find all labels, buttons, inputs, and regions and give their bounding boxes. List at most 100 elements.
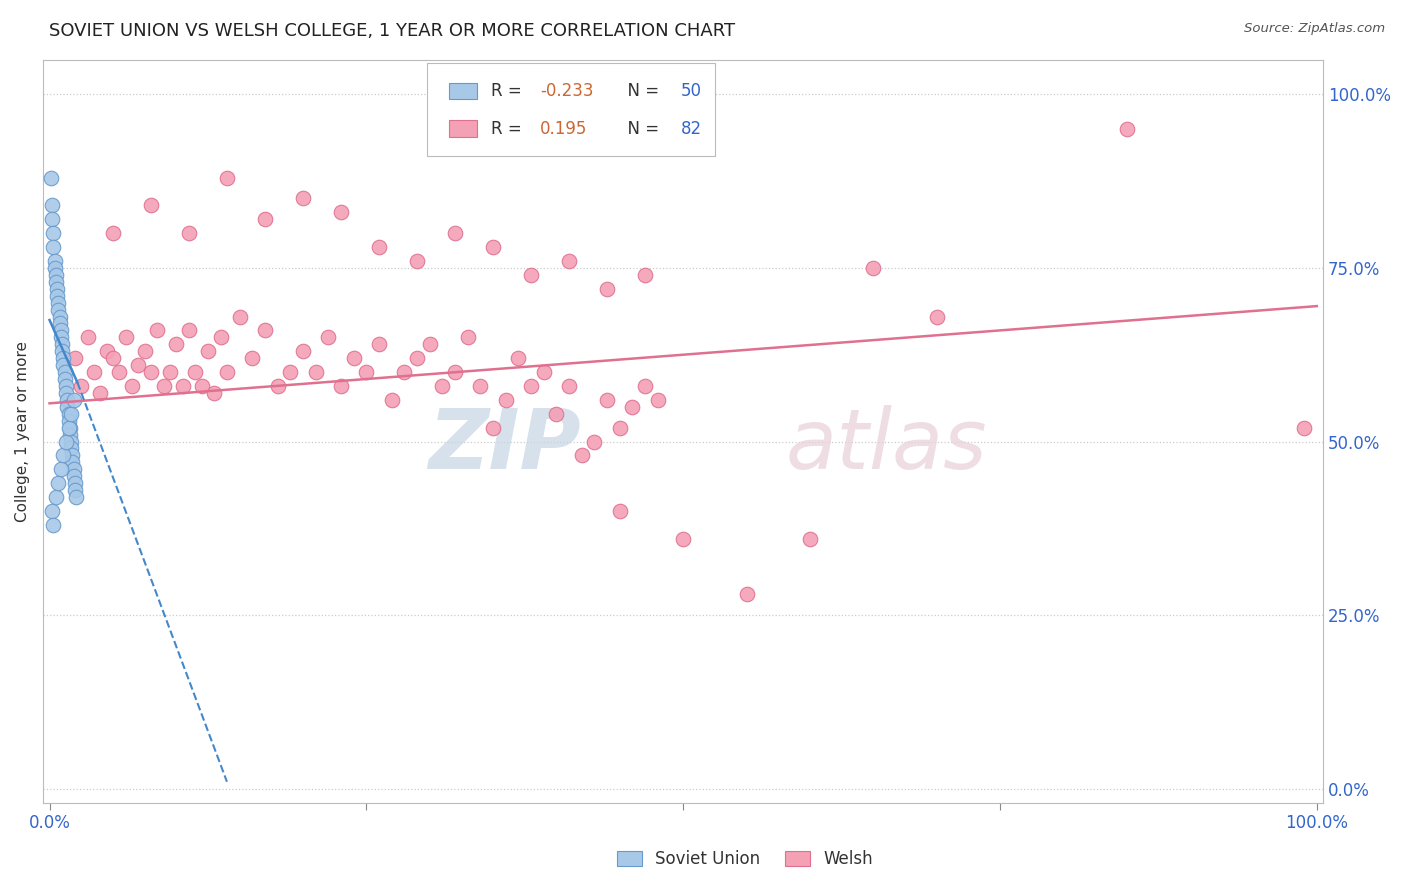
Point (48, 310, 70, 324)
Point (558, 254, 581, 268)
Point (41, 504, 63, 518)
Point (96, 344, 118, 359)
Point (240, 351, 263, 366)
Point (609, 420, 631, 434)
Point (394, 365, 416, 379)
Point (62, 392, 84, 407)
Point (59, 420, 82, 434)
Point (305, 365, 328, 379)
Point (58, 420, 80, 434)
Point (42, 226, 65, 240)
Point (60, 455, 83, 469)
Point (58, 414, 80, 428)
Point (44, 254, 66, 268)
Point (59, 427, 82, 442)
Point (1115, 122, 1137, 136)
Point (406, 351, 429, 366)
Point (253, 212, 276, 227)
Text: N =: N = (617, 120, 664, 137)
Point (177, 226, 200, 240)
Point (108, 365, 131, 379)
Point (51, 344, 73, 359)
Point (62, 462, 84, 476)
Point (925, 310, 948, 324)
Point (596, 282, 619, 296)
FancyBboxPatch shape (427, 63, 716, 156)
Point (139, 198, 162, 212)
Point (46, 288, 69, 302)
Point (406, 254, 429, 268)
Point (63, 351, 86, 366)
Point (48, 476, 70, 491)
Text: -0.233: -0.233 (540, 82, 593, 100)
Point (291, 344, 314, 359)
Point (197, 344, 219, 359)
Point (46, 282, 69, 296)
Point (318, 330, 340, 344)
Point (45, 490, 67, 504)
Point (520, 379, 543, 393)
Point (419, 337, 441, 351)
Point (101, 351, 124, 366)
Point (444, 365, 467, 379)
Point (508, 351, 530, 366)
Text: 50: 50 (681, 82, 702, 100)
Point (56, 400, 79, 414)
Text: R =: R = (491, 120, 533, 137)
Point (190, 379, 212, 393)
Point (253, 323, 276, 337)
Point (89, 385, 111, 400)
Point (343, 351, 366, 366)
Point (634, 268, 657, 282)
Point (76, 330, 98, 344)
Point (799, 532, 821, 546)
Point (172, 379, 194, 393)
Point (63, 476, 86, 491)
Point (546, 407, 568, 421)
Point (55, 379, 77, 393)
Text: R =: R = (491, 82, 527, 100)
Point (52, 351, 75, 366)
Point (482, 240, 505, 254)
Point (266, 379, 288, 393)
Point (381, 392, 404, 407)
Point (444, 226, 467, 240)
Point (278, 365, 301, 379)
Point (121, 379, 143, 393)
Point (45, 275, 67, 289)
Point (520, 268, 543, 282)
FancyBboxPatch shape (449, 83, 477, 99)
Point (647, 392, 669, 407)
Point (39, 170, 62, 185)
Point (368, 240, 391, 254)
Point (432, 379, 454, 393)
Point (596, 392, 619, 407)
Point (44, 260, 66, 275)
Point (215, 365, 238, 379)
Point (470, 379, 492, 393)
Point (609, 504, 631, 518)
Legend: Soviet Union, Welsh: Soviet Union, Welsh (610, 844, 880, 875)
Point (55, 385, 77, 400)
Point (482, 420, 505, 434)
Point (49, 462, 72, 476)
Point (48, 295, 70, 310)
Point (62, 469, 84, 483)
Point (60, 442, 83, 456)
Point (583, 434, 606, 449)
Point (101, 226, 124, 240)
Point (621, 400, 644, 414)
Point (146, 323, 169, 337)
Text: 82: 82 (681, 120, 702, 137)
Point (55, 434, 77, 449)
Point (533, 365, 555, 379)
Point (51, 337, 73, 351)
Text: N =: N = (617, 82, 664, 100)
Point (159, 365, 181, 379)
Point (48, 317, 70, 331)
Point (1294, 420, 1316, 434)
Point (356, 365, 378, 379)
Point (63, 483, 86, 497)
Point (58, 407, 80, 421)
Text: SOVIET UNION VS WELSH COLLEGE, 1 YEAR OR MORE CORRELATION CHART: SOVIET UNION VS WELSH COLLEGE, 1 YEAR OR… (49, 22, 735, 40)
